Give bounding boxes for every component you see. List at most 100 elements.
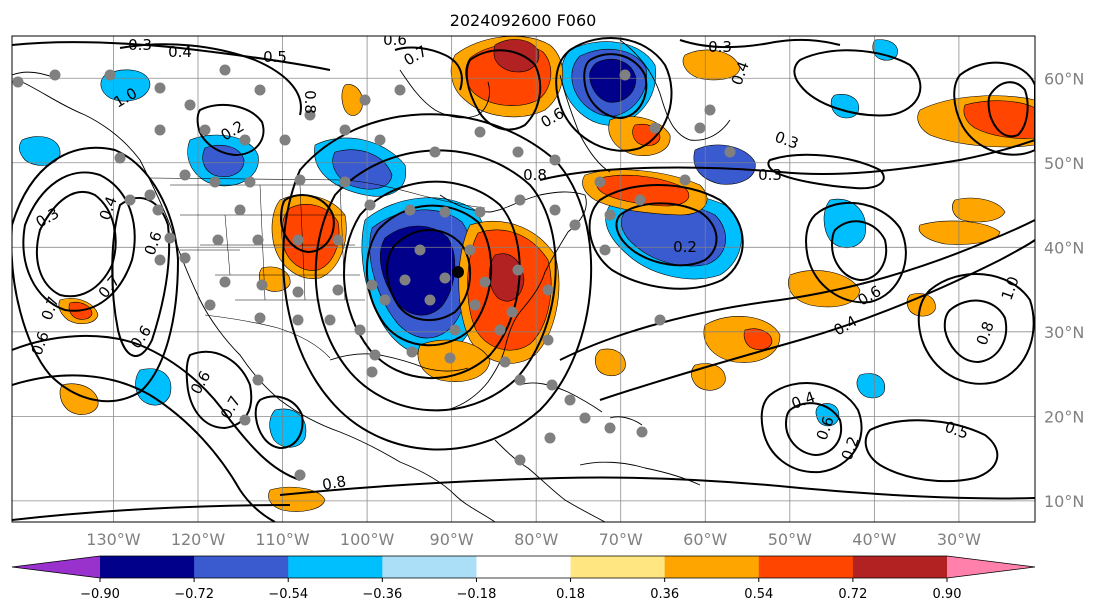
contour-label: 0.8 (523, 166, 547, 184)
station-dot (514, 454, 526, 466)
contour-line (784, 402, 843, 457)
station-dot (144, 189, 156, 201)
colorbar-segment (476, 556, 572, 578)
station-dot (444, 352, 456, 364)
station-dot (239, 134, 251, 146)
station-dot (636, 426, 648, 438)
station-dot (542, 284, 554, 296)
station-dot (634, 194, 646, 206)
station-dot (429, 146, 441, 158)
longitude-tick-label: 50°W (768, 530, 812, 549)
station-dot (292, 314, 304, 326)
station-dot (294, 469, 306, 481)
station-dot (469, 299, 481, 311)
contour-line (343, 180, 521, 380)
station-dot (404, 204, 416, 216)
station-dot (549, 154, 561, 166)
station-dot (252, 234, 264, 246)
station-dot (219, 64, 231, 76)
colorbar-extension-high (947, 556, 1035, 578)
station-dot (179, 169, 191, 181)
longitude-tick-label: 70°W (599, 530, 643, 549)
negative-shade-region (135, 368, 172, 406)
station-dot (254, 312, 266, 324)
hispaniola (609, 416, 643, 426)
station-dot (374, 134, 386, 146)
station-dot (292, 286, 304, 298)
station-dot (209, 176, 221, 188)
longitude-tick-label: 130°W (86, 530, 141, 549)
contour-line (12, 504, 291, 521)
latitude-tick-label: 60°N (1044, 69, 1084, 88)
canada-border (149, 177, 486, 209)
station-dot (292, 234, 304, 246)
colorbar: −0.90 −0.72 −0.54 −0.36 −0.18 0.18 0.36 0.54 0.7… (11, 555, 1036, 602)
station-dot (604, 422, 616, 434)
contour-label: 0.5 (263, 48, 287, 66)
contour-line (196, 103, 265, 157)
contour-line (793, 49, 922, 117)
colorbar-tick-label: −0.18 (457, 587, 497, 602)
station-dot (499, 356, 511, 368)
station-dot (332, 284, 344, 296)
station-dot (354, 324, 366, 336)
station-dot (199, 124, 211, 136)
colorbar-extension-low (12, 556, 100, 578)
contour-line (465, 49, 542, 131)
contour-lines (12, 37, 1035, 522)
hudson-bay (399, 69, 490, 119)
positive-shade-region (596, 174, 690, 207)
negative-shade-region (693, 144, 756, 185)
station-dot (234, 204, 246, 216)
colorbar-tick-label: 0.18 (556, 587, 585, 602)
station-dot (604, 209, 616, 221)
negative-shade-region (269, 408, 307, 448)
station-dot (619, 69, 631, 81)
station-dot (104, 69, 116, 81)
contour-line (987, 81, 1029, 138)
contour-line (282, 113, 593, 451)
station-dot (564, 394, 576, 406)
station-dot (332, 234, 344, 246)
colorbar-segment (570, 556, 666, 578)
contour-line (555, 37, 673, 152)
station-dot (279, 134, 291, 146)
colorbar-tick-label: −0.72 (174, 587, 214, 602)
contour-line (394, 46, 463, 91)
station-dot (474, 206, 486, 218)
contour-line (805, 202, 907, 304)
station-dot (724, 146, 736, 158)
station-dot (394, 84, 406, 96)
latitude-tick-label: 50°N (1044, 154, 1084, 173)
central-america (494, 439, 606, 522)
station-dot (406, 346, 418, 358)
contour-line (279, 194, 335, 254)
contour-line (559, 219, 1035, 361)
station-dot (544, 432, 556, 444)
station-dot (154, 124, 166, 136)
station-dot (424, 294, 436, 306)
colorbar-segment (382, 556, 477, 578)
latitude-tick-label: 40°N (1044, 238, 1084, 257)
station-dot (512, 264, 524, 276)
colorbar-segment (758, 556, 854, 578)
contour-label: 0.6 (383, 31, 407, 49)
colorbar-tick-label: 0.54 (744, 587, 773, 602)
longitude-tick-label: 60°W (683, 530, 727, 549)
contour-line (943, 299, 1008, 364)
station-dot (379, 294, 391, 306)
station-dot (569, 219, 581, 231)
station-dot (252, 374, 264, 386)
station-markers (12, 64, 736, 481)
north-america-west-coast (17, 79, 496, 522)
station-dot (694, 122, 706, 134)
longitude-tick-label: 110°W (255, 530, 310, 549)
station-dot (152, 204, 164, 216)
station-dot (184, 99, 196, 111)
positive-shade-region (59, 383, 99, 415)
colorbar-segment (100, 556, 195, 578)
station-dot (324, 314, 336, 326)
colorbar-tick-label: 0.90 (933, 587, 962, 602)
station-dot (12, 76, 24, 88)
